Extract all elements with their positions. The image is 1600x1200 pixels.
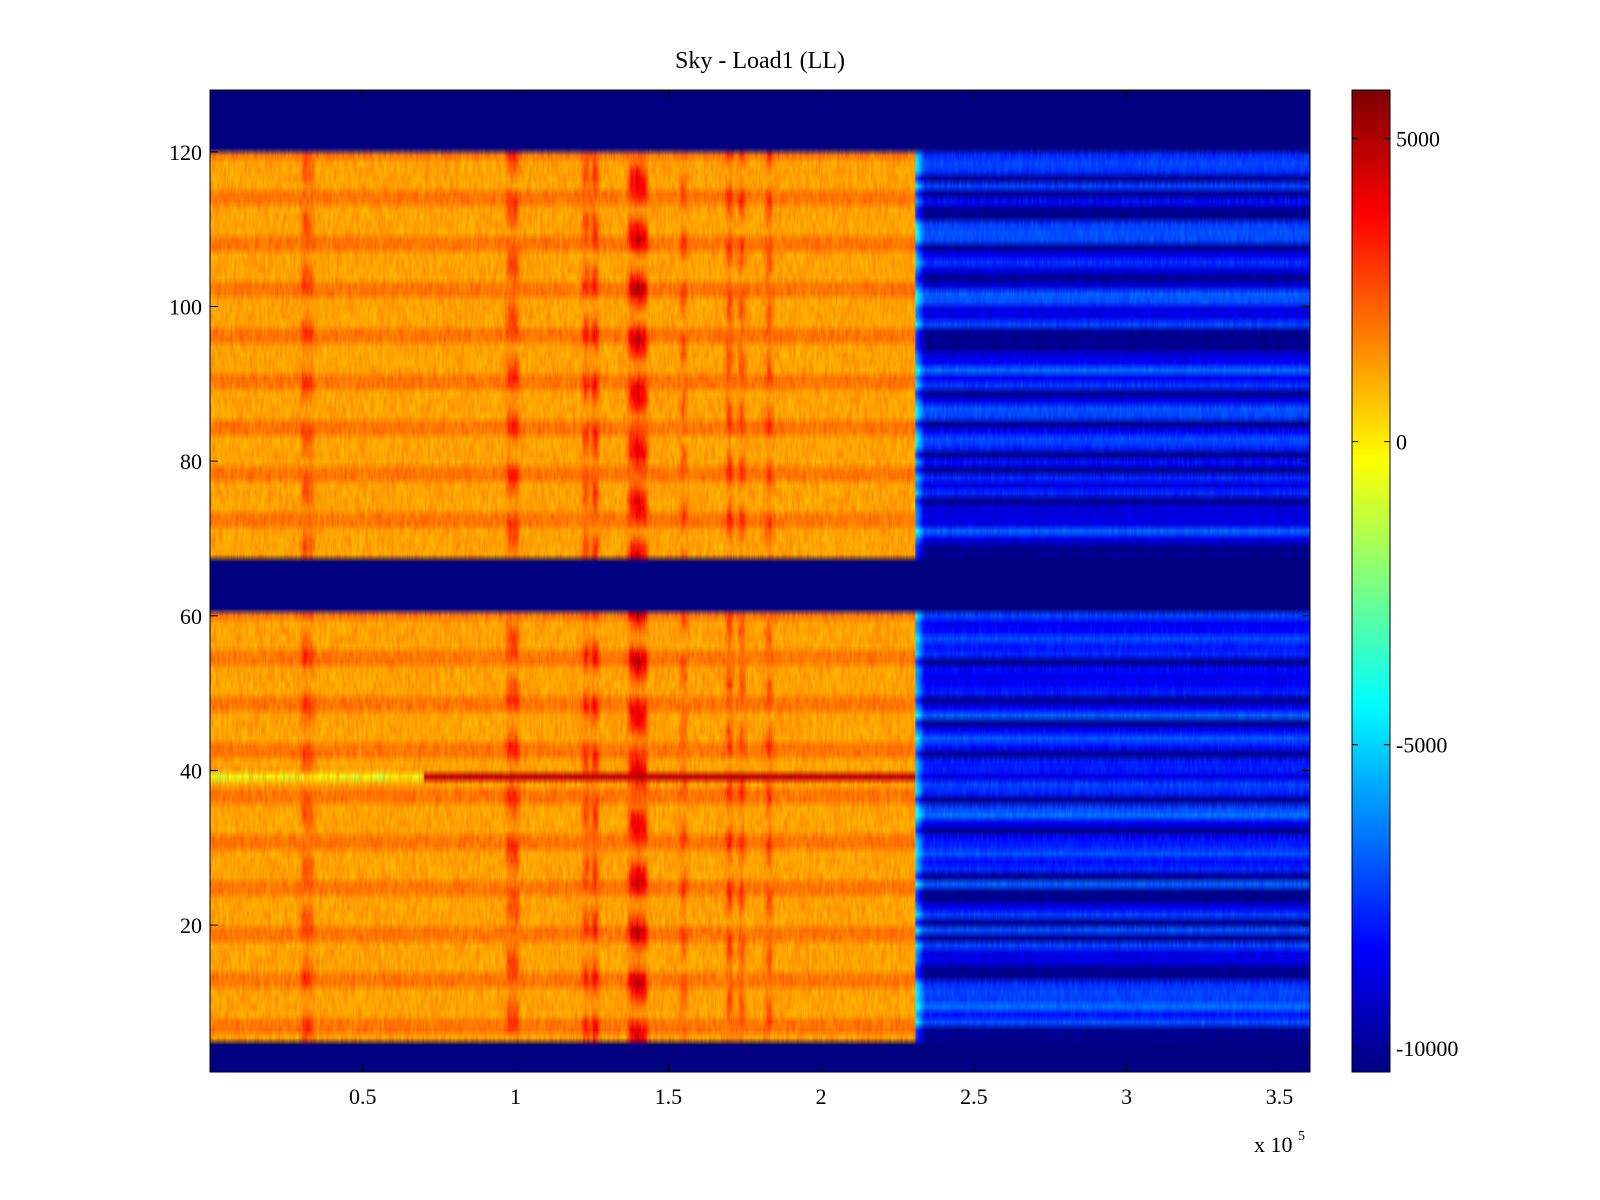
colorbar-frame [1351, 89, 1391, 1073]
plot-frame [209, 89, 1311, 1073]
x-multiplier-exponent: 5 [1298, 1129, 1305, 1144]
colorbar-tick-label: 0 [1396, 430, 1407, 455]
x-multiplier-label: x 10 [1254, 1132, 1293, 1157]
y-tick-label: 80 [180, 449, 202, 474]
heatmap-plot-area: 0.5 1 1.5 2 2.5 3 3.5 20 40 60 80 100 120 [169, 89, 1311, 1109]
y-tick-label: 100 [169, 295, 202, 320]
x-tick-label: 2 [816, 1084, 827, 1109]
y-tick-label: 20 [180, 913, 202, 938]
x-tick-label: 2.5 [960, 1084, 988, 1109]
y-axis: 20 40 60 80 100 120 [169, 140, 1310, 938]
colorbar-tick-label: 5000 [1396, 126, 1440, 151]
colorbar-tick-label: -10000 [1396, 1036, 1458, 1061]
y-tick-label: 120 [169, 140, 202, 165]
y-tick-label: 40 [180, 758, 202, 783]
heatmap-image [210, 90, 1310, 1072]
colorbar: 5000 0 -5000 -10000 [1351, 89, 1458, 1073]
x-tick-label: 0.5 [349, 1084, 377, 1109]
x-multiplier: x 10 5 [1254, 1129, 1305, 1157]
colorbar-image [1352, 90, 1390, 1072]
x-tick-label: 1.5 [655, 1084, 683, 1109]
colorbar-ticks: 5000 0 -5000 -10000 [1352, 126, 1458, 1061]
y-tick-label: 60 [180, 604, 202, 629]
colorbar-tick-label: -5000 [1396, 733, 1447, 758]
x-axis: 0.5 1 1.5 2 2.5 3 3.5 [349, 90, 1293, 1109]
x-tick-label: 3.5 [1266, 1084, 1294, 1109]
x-tick-label: 3 [1121, 1084, 1132, 1109]
chart-title: Sky - Load1 (LL) [675, 48, 845, 74]
x-tick-label: 1 [510, 1084, 521, 1109]
